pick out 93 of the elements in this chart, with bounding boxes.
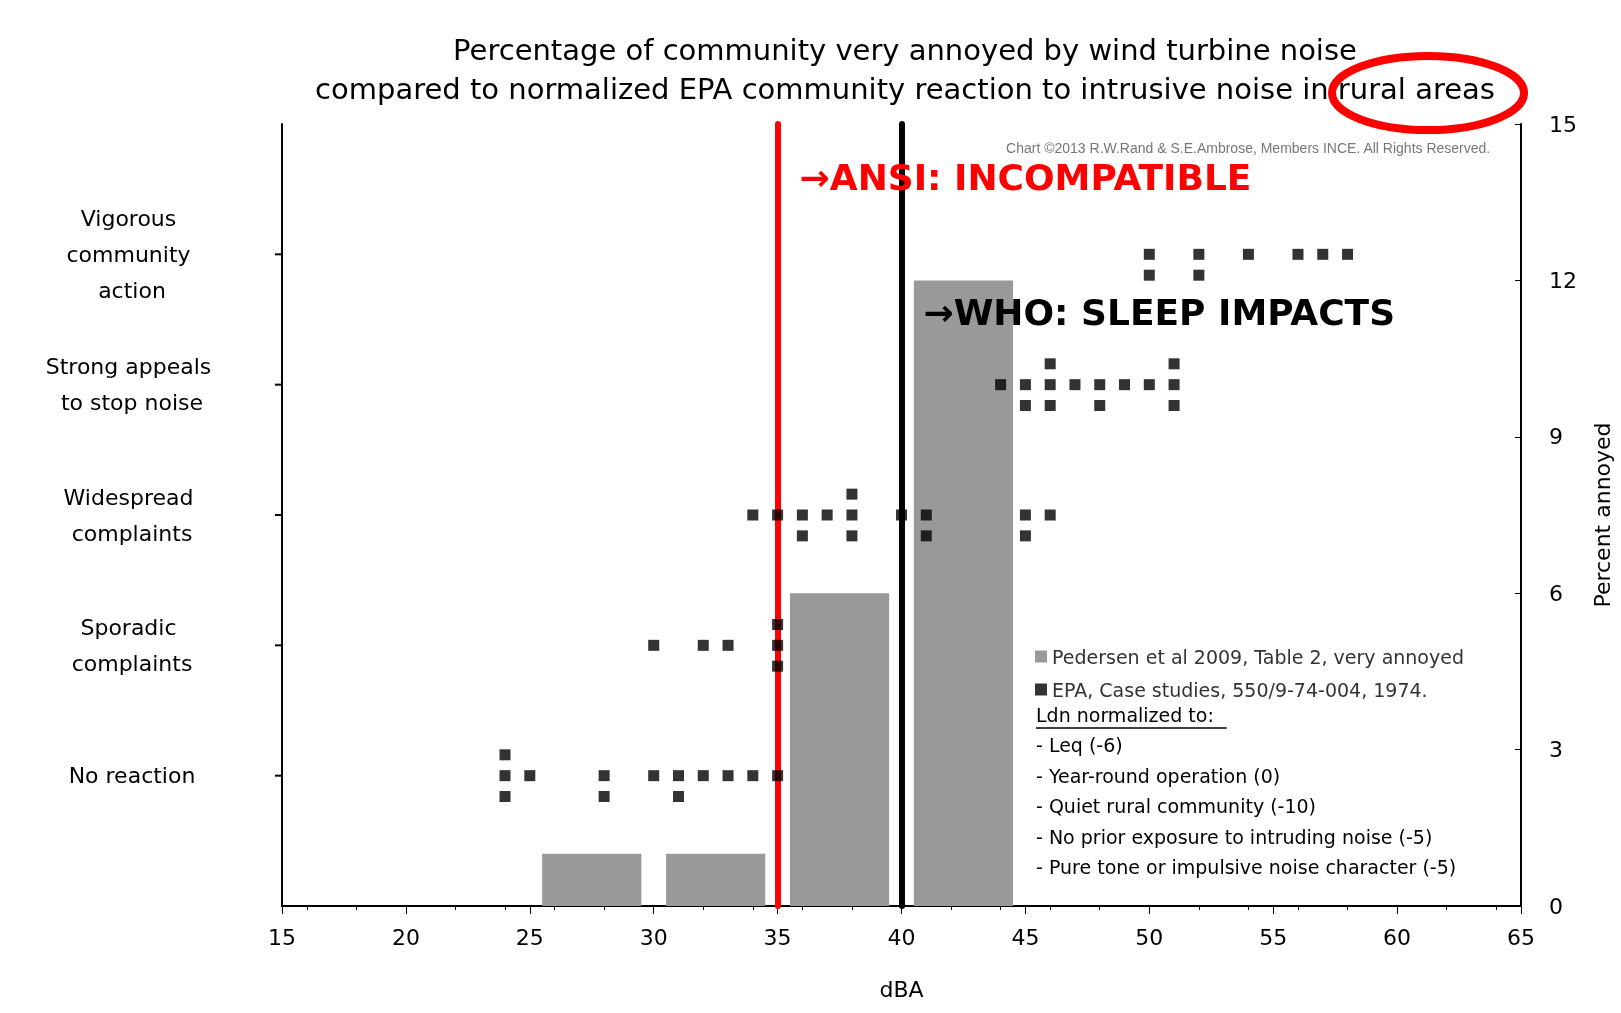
y2-axis-title: Percent annoyed <box>1589 422 1615 608</box>
point <box>846 509 858 521</box>
x-tick-label: 40 <box>887 924 916 950</box>
point <box>499 770 511 782</box>
point <box>995 379 1007 391</box>
text: Strong appeals to stop noise <box>45 354 219 416</box>
bar <box>789 593 890 906</box>
annotation: - Quiet rural community (-10) <box>1036 795 1317 817</box>
point <box>1044 509 1056 521</box>
point <box>524 770 536 782</box>
point <box>747 770 759 782</box>
point <box>1193 248 1205 260</box>
point <box>1317 248 1329 260</box>
point <box>1069 379 1081 391</box>
text: No reaction <box>68 763 196 789</box>
point <box>896 509 907 521</box>
point <box>846 530 858 542</box>
text: Sporadic complaints <box>71 614 193 676</box>
point <box>796 530 808 542</box>
point <box>1168 400 1180 412</box>
x-tick-label: 30 <box>639 924 668 950</box>
point <box>697 770 709 782</box>
chart-subtitle: compared to normalized EPA community reaction to intrusive noise in rural areas <box>315 71 1495 106</box>
point <box>1143 269 1155 281</box>
bar <box>542 853 642 906</box>
y2-tick-label: 15 <box>1549 111 1577 137</box>
point <box>772 660 784 672</box>
point <box>747 509 759 521</box>
point <box>648 639 660 651</box>
text: Vigorous community action <box>66 205 198 303</box>
point <box>1342 248 1354 260</box>
x-tick-label: 15 <box>268 924 296 950</box>
point <box>648 770 660 782</box>
point <box>672 770 684 782</box>
y2-tick-label: 6 <box>1549 580 1563 606</box>
point <box>598 791 610 803</box>
point <box>846 488 858 500</box>
chart-title: Percentage of community very annoyed by wind turbine noise <box>453 32 1357 67</box>
point <box>1143 248 1155 260</box>
point <box>1044 400 1056 412</box>
point <box>1094 379 1106 391</box>
x-tick-label: 35 <box>763 924 792 950</box>
annotation: Chart ©2013 R.W.Rand & S.E.Ambrose, Members INCE. All Rights Reserved. <box>1006 140 1491 156</box>
x-tick-label: 65 <box>1507 924 1535 950</box>
point <box>1168 379 1180 391</box>
point <box>1044 358 1056 370</box>
point <box>920 530 932 542</box>
point <box>722 639 734 651</box>
point <box>920 509 932 521</box>
point <box>772 509 784 521</box>
y2-tick-label: 9 <box>1549 424 1563 450</box>
annotation: - Year-round operation (0) <box>1036 764 1281 787</box>
point <box>1193 269 1205 281</box>
point <box>1019 400 1031 412</box>
x-tick-label: 20 <box>391 924 420 950</box>
point <box>672 791 684 803</box>
point <box>499 749 511 761</box>
point <box>1119 379 1131 391</box>
x-tick-label: 25 <box>515 924 544 950</box>
annotation: - Pure tone or impulsive noise character (-5) <box>1036 856 1457 878</box>
text: Widespread complaints <box>63 484 201 546</box>
y2-tick-label: 3 <box>1549 737 1563 763</box>
point <box>598 770 610 782</box>
point <box>1168 358 1180 370</box>
x-tick-label: 55 <box>1259 924 1288 950</box>
y2-tick-label: 12 <box>1549 267 1577 293</box>
legend-label: EPA, Case studies, 550/9-74-004, 1974. <box>1052 678 1428 701</box>
point <box>1019 509 1031 521</box>
annotation: Ldn normalized to: <box>1036 703 1214 726</box>
point <box>697 639 709 651</box>
point <box>1242 248 1254 260</box>
bar <box>666 853 766 906</box>
y2-tick-label: 0 <box>1549 893 1563 919</box>
point <box>499 791 511 803</box>
point <box>772 639 784 651</box>
point <box>1292 248 1304 260</box>
point <box>796 509 808 521</box>
point <box>722 770 734 782</box>
point <box>821 509 833 521</box>
point <box>1094 400 1106 412</box>
x-tick-label: 50 <box>1135 924 1164 950</box>
annotation: - No prior exposure to intruding noise (-5) <box>1036 825 1433 848</box>
annotation: - Leq (-6) <box>1036 734 1123 756</box>
point <box>1044 379 1056 391</box>
point <box>1143 379 1155 391</box>
x-tick-label: 60 <box>1383 924 1412 950</box>
x-axis-title: dBA <box>879 976 924 1002</box>
point <box>1019 530 1031 542</box>
legend-label: Pedersen et al 2009, Table 2, very annoyed <box>1052 645 1464 668</box>
point <box>1019 379 1031 391</box>
point <box>772 618 784 630</box>
point <box>772 770 784 782</box>
x-tick-label: 45 <box>1011 924 1040 950</box>
